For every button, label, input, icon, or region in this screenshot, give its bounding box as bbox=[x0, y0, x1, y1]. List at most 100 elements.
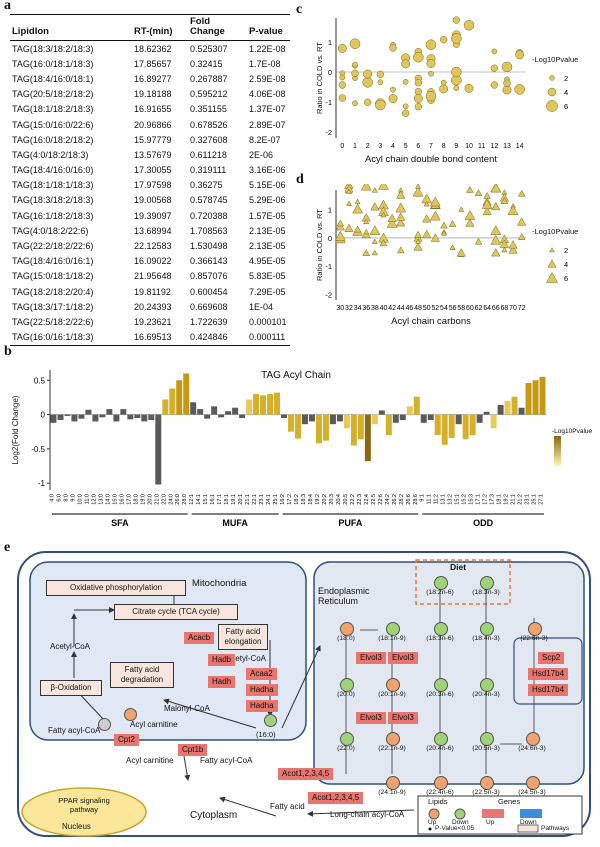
x-tick-label: 36 bbox=[362, 305, 370, 312]
oxphos-box: Oxidative phosphorylation bbox=[46, 580, 186, 596]
data-point bbox=[396, 212, 406, 221]
data-point bbox=[354, 198, 361, 205]
data-point bbox=[335, 222, 345, 231]
x-tick-label-b: 27:1 bbox=[539, 494, 545, 505]
x-tick-label-b: 20:4 bbox=[336, 494, 342, 505]
gene-hadha-2: Hadha bbox=[246, 700, 278, 712]
legend-down: Down bbox=[452, 819, 469, 826]
data-point bbox=[380, 211, 387, 218]
er-node-circle bbox=[526, 732, 540, 746]
x-tick-label-b: 18:0 bbox=[133, 494, 139, 505]
x-tick-label-b: 17:1 bbox=[476, 494, 482, 505]
x-tick-label: 52 bbox=[431, 305, 439, 312]
data-point bbox=[339, 74, 346, 81]
table-cell: 0.351155 bbox=[190, 104, 227, 115]
x-tick-label: 46 bbox=[406, 305, 414, 312]
table-cell: 0.678526 bbox=[190, 119, 228, 130]
x-tick-label-b: 19:2 bbox=[315, 494, 321, 505]
data-point bbox=[491, 248, 501, 257]
x-tick-label: 38 bbox=[371, 305, 379, 312]
x-tick-label-b: 20:3 bbox=[329, 494, 335, 505]
er-node-label: (22:4n-6) bbox=[426, 789, 454, 796]
bar-PUFA-26:6 bbox=[406, 406, 413, 415]
x-tick-label: 44 bbox=[397, 305, 405, 312]
x-tick-label-b: 26:6 bbox=[406, 494, 412, 505]
x-tick-label: 58 bbox=[457, 305, 465, 312]
er-node-circle bbox=[480, 678, 494, 692]
data-point bbox=[501, 246, 508, 253]
bar-ODD-17:1 bbox=[476, 414, 483, 423]
x-tick-label-b: 20:5 bbox=[343, 494, 349, 505]
legend-size-label: 4 bbox=[564, 88, 568, 97]
table-cell: 0.525307 bbox=[190, 43, 228, 54]
y-tick-label-b: -1 bbox=[38, 479, 46, 488]
legend-gene-down: Down bbox=[520, 819, 537, 826]
data-point bbox=[490, 234, 502, 245]
data-point bbox=[364, 98, 372, 106]
nucleus-ellipse bbox=[21, 787, 147, 837]
er-node-label: (22:5n-3) bbox=[472, 789, 500, 796]
data-point bbox=[465, 218, 475, 227]
x-tick-label-b: 28:6 bbox=[413, 494, 419, 505]
er-node-circle bbox=[386, 732, 400, 746]
table-cell: 2E-06 bbox=[249, 149, 274, 160]
data-point bbox=[490, 64, 498, 72]
x-tick-label: 9 bbox=[454, 143, 458, 150]
x-tick-label-b: 26:2 bbox=[392, 494, 398, 505]
bar-SFA-20:0 bbox=[148, 414, 155, 421]
table-cell: 19.39097 bbox=[134, 210, 172, 221]
data-point bbox=[352, 61, 358, 68]
bar-SFA-21:0 bbox=[155, 414, 162, 485]
bar-MUFA-25:1 bbox=[274, 392, 281, 415]
x-tick-label-b: 15:2 bbox=[462, 494, 468, 505]
x-tick-label-b: 28:2 bbox=[399, 494, 405, 505]
long-chain-acyl-coa: Long-chain acyl-CoA bbox=[330, 810, 405, 819]
data-point bbox=[387, 213, 397, 223]
legend-pvalue: P-Value<0.05 bbox=[435, 825, 475, 832]
table-cell: 5.83E-05 bbox=[249, 271, 286, 282]
bar-SFA-26:0 bbox=[176, 380, 183, 415]
data-point bbox=[517, 233, 526, 240]
er-node-circle bbox=[480, 776, 494, 790]
table-cell: 0.267887 bbox=[190, 73, 228, 84]
x-tick-label: 14 bbox=[516, 143, 524, 150]
data-point bbox=[412, 186, 424, 197]
x-tick-label-b: 13:0 bbox=[98, 494, 104, 505]
er-node-label: (20:0) bbox=[337, 691, 355, 698]
er-node-label: (20:4n-6) bbox=[426, 745, 454, 752]
x-tick-label: 6 bbox=[416, 143, 420, 150]
x-axis-label: Acyl chain carbons bbox=[391, 316, 471, 327]
er-node-label: (20:4n-3) bbox=[472, 691, 500, 698]
x-tick-label-b: 25:1 bbox=[532, 494, 538, 505]
data-point bbox=[389, 44, 397, 52]
bar-PUFA-28:2 bbox=[399, 414, 406, 421]
legend-lipids: Lipids bbox=[428, 797, 448, 806]
bar-SFA-11:0 bbox=[85, 409, 92, 415]
bar-PUFA-16:2 bbox=[281, 414, 288, 418]
er-node-circle bbox=[340, 622, 354, 636]
er-node-circle bbox=[528, 622, 542, 636]
table-cell: TAG(18:1/18:1/18:3) bbox=[12, 180, 94, 191]
table-cell: 5.29E-06 bbox=[249, 195, 286, 206]
data-point bbox=[463, 19, 475, 31]
x-tick-label-b: 19:1 bbox=[497, 494, 503, 505]
x-axis-label: Acyl chain double bond content bbox=[365, 154, 497, 165]
lipid-table: LipidIon RT-(min) Fold Change P-value TA… bbox=[10, 14, 290, 346]
fatty-acid-cyto: Fatty acid bbox=[270, 802, 305, 811]
x-tick-label-b: 14:1 bbox=[196, 494, 202, 505]
bar-SFA-15:0 bbox=[113, 414, 120, 422]
legend-size-label: 6 bbox=[564, 274, 568, 283]
x-tick-label-b: 21:2 bbox=[518, 494, 524, 505]
table-cell: 2.59E-08 bbox=[249, 73, 286, 84]
data-point bbox=[440, 221, 448, 229]
acyl-carnitine-node bbox=[124, 708, 137, 721]
bar-ODD-21:1 bbox=[511, 396, 518, 415]
data-point bbox=[440, 230, 447, 236]
data-point bbox=[451, 33, 462, 44]
table-cell: TAG(15:0/16:0/22:6) bbox=[12, 119, 94, 130]
x-tick-label-b: 12:1 bbox=[189, 494, 195, 505]
data-point bbox=[500, 197, 509, 204]
data-point bbox=[352, 100, 358, 107]
table-cell: 20.24393 bbox=[134, 301, 172, 312]
bar-PUFA-20:3 bbox=[329, 414, 336, 425]
